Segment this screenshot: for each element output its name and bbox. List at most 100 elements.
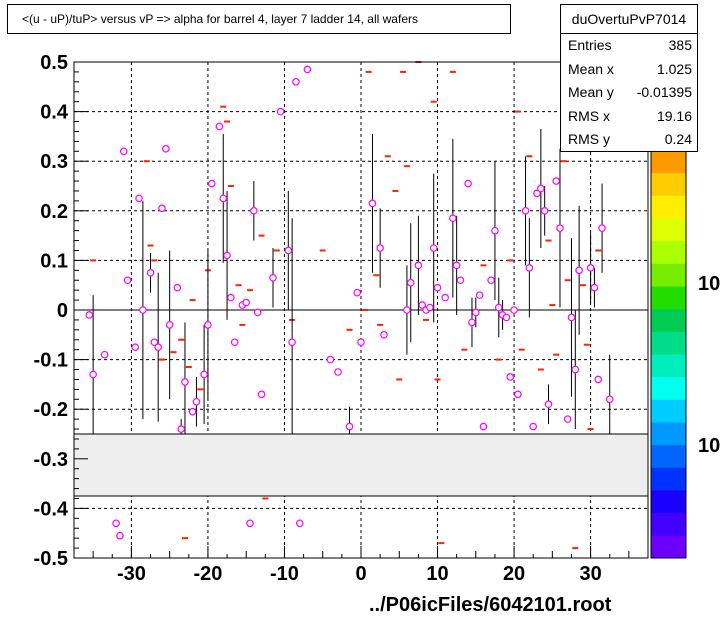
data-point	[563, 415, 572, 423]
data-point	[475, 291, 484, 299]
palette-segment	[651, 399, 686, 423]
data-point	[230, 338, 239, 347]
y-tick-label: 0.5	[40, 52, 68, 74]
data-point	[506, 373, 515, 381]
data-point	[154, 343, 162, 352]
data-point	[464, 179, 472, 188]
data-point	[188, 407, 197, 416]
y-tick-label: -0.1	[34, 350, 68, 372]
data-point	[295, 519, 304, 528]
data-point	[250, 207, 258, 215]
data-point	[567, 313, 576, 322]
palette-label: 10	[698, 273, 720, 295]
data-point	[426, 303, 434, 312]
data-point	[540, 207, 549, 215]
x-tick-label: 20	[503, 563, 525, 585]
palette-segment	[651, 172, 686, 196]
data-point	[119, 147, 128, 156]
stats-value: 19.16	[656, 107, 692, 124]
data-point	[292, 78, 300, 86]
data-point	[556, 224, 564, 232]
y-tick-label: -0.5	[34, 548, 68, 570]
data-point	[525, 264, 534, 272]
data-point	[215, 122, 224, 131]
data-point	[441, 293, 449, 302]
data-point	[116, 531, 124, 540]
data-point	[181, 378, 189, 386]
y-tick-label: 0.4	[40, 102, 69, 124]
y-tick-label: -0.3	[34, 449, 68, 471]
data-point	[326, 355, 335, 364]
data-point	[334, 368, 342, 376]
y-tick-label: 0	[57, 300, 68, 322]
data-point	[123, 276, 132, 285]
data-point	[468, 318, 476, 327]
data-point	[575, 266, 583, 275]
data-point	[594, 375, 603, 384]
data-point	[521, 207, 530, 215]
data-point	[491, 226, 499, 235]
stats-box: duOvertuPvP7014 Entries 385 Mean x 1.025…	[560, 4, 698, 152]
stats-value: 1.025	[656, 60, 692, 77]
palette-segment	[651, 308, 686, 332]
data-point	[502, 313, 511, 322]
data-point	[414, 261, 423, 270]
data-point	[246, 519, 254, 528]
data-point	[487, 276, 495, 285]
palette-segment	[651, 444, 686, 468]
x-tick-label: 30	[579, 563, 601, 585]
data-point	[112, 519, 120, 528]
data-point	[223, 251, 231, 260]
x-tick-label: -10	[270, 563, 299, 585]
data-point	[207, 179, 216, 188]
data-point	[269, 273, 277, 282]
palette-segment	[651, 422, 686, 446]
stats-value: -0.01395	[636, 84, 692, 100]
data-point	[146, 268, 155, 277]
data-point	[100, 350, 109, 359]
x-tick-label: 10	[426, 563, 448, 585]
data-point	[253, 308, 262, 317]
data-point	[357, 338, 365, 347]
data-point	[303, 65, 312, 74]
data-point	[368, 199, 377, 208]
y-tick-label: -0.4	[34, 498, 69, 520]
stats-value: 0.24	[664, 131, 692, 147]
data-point	[598, 224, 606, 232]
data-point	[165, 321, 174, 329]
stats-row-rms-y: RMS y 0.24	[561, 128, 697, 152]
data-point	[571, 365, 580, 374]
palette-segment	[651, 150, 686, 174]
stats-name: duOvertuPvP7014	[561, 5, 697, 34]
palette-segment	[651, 354, 686, 378]
data-point	[227, 293, 235, 302]
data-point	[456, 276, 465, 285]
data-point	[89, 370, 97, 379]
y-tick-label: 0.2	[40, 201, 68, 223]
x-tick-label: -20	[193, 563, 222, 585]
y-tick-label: 0.3	[40, 151, 68, 173]
data-point	[479, 422, 488, 431]
palette-segment	[651, 263, 686, 287]
data-point	[200, 370, 208, 379]
data-point	[242, 298, 251, 307]
palette-segment	[651, 195, 686, 219]
data-point	[494, 303, 503, 312]
data-point	[529, 422, 538, 431]
data-point	[162, 145, 170, 153]
palette-segment	[651, 490, 686, 514]
data-point	[552, 177, 560, 185]
stats-row-entries: Entries 385	[561, 34, 697, 58]
data-point	[471, 308, 480, 317]
data-point	[192, 397, 201, 406]
excluded-band	[73, 433, 649, 497]
data-point	[219, 194, 228, 203]
data-point	[345, 422, 354, 431]
palette-segment	[651, 376, 686, 400]
data-point	[158, 204, 166, 213]
data-point	[131, 343, 140, 352]
palette-segment	[651, 240, 686, 264]
data-point	[177, 425, 185, 433]
stats-label: RMS x	[568, 107, 610, 124]
data-point	[406, 278, 415, 287]
